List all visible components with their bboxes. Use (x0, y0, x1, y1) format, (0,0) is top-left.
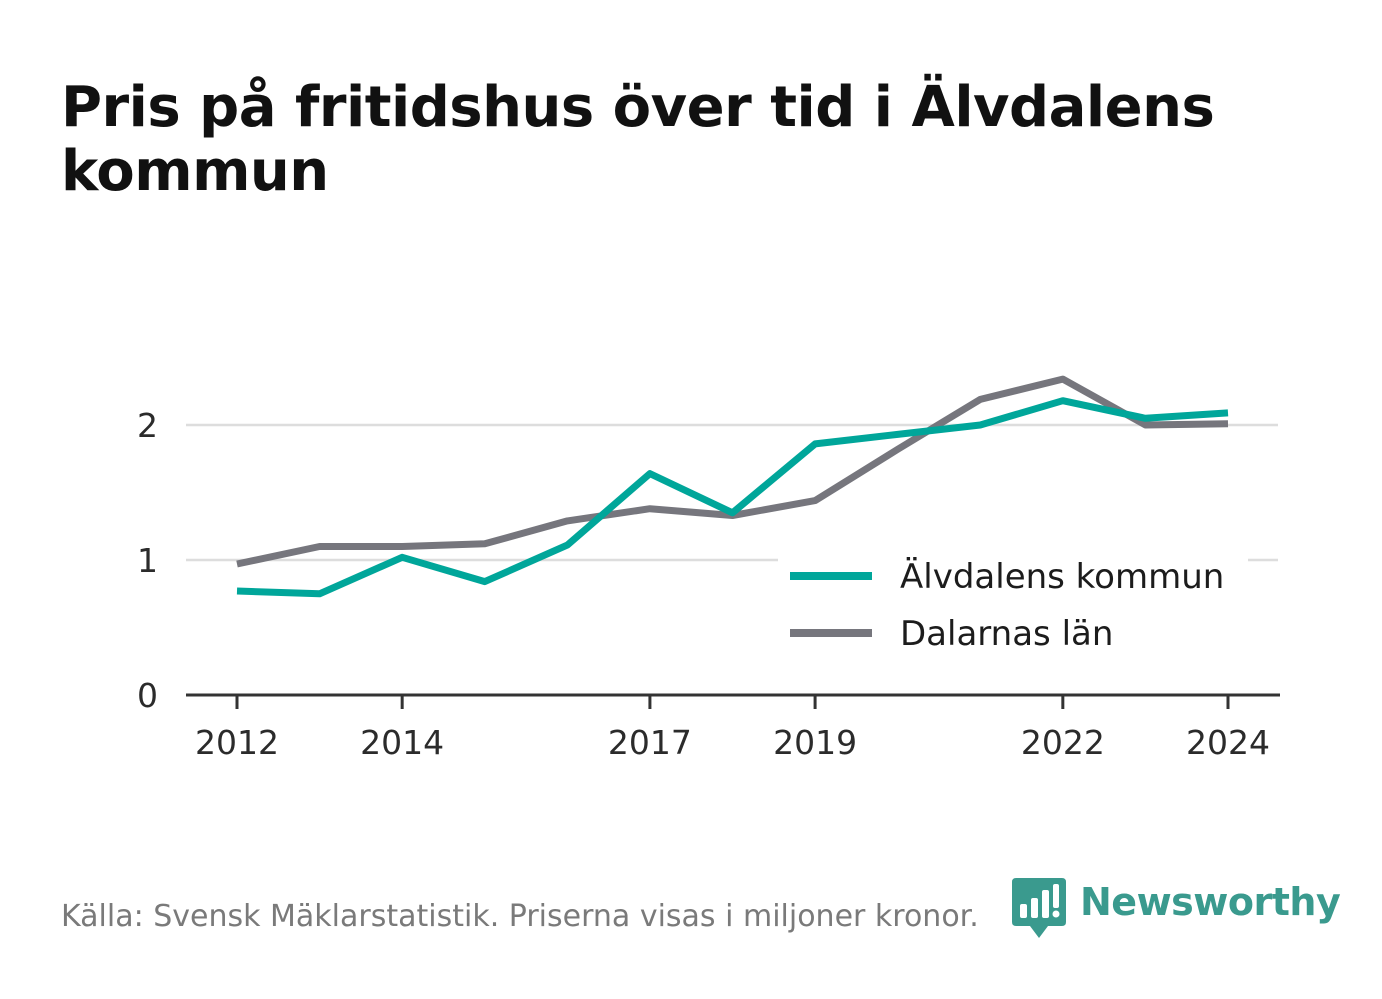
page-title: Pris på fritidshus över tid i Älvdalens … (61, 75, 1215, 204)
x-tick-label: 2022 (1021, 723, 1105, 762)
y-tick-label: 2 (137, 406, 158, 445)
x-tick-label: 2014 (360, 723, 444, 762)
y-tick-label: 1 (137, 541, 158, 580)
x-tick-label: 2024 (1186, 723, 1270, 762)
x-tick-label: 2019 (773, 723, 857, 762)
x-axis: 2012 2014 2017 2019 2022 2024 (186, 693, 1280, 762)
legend: Älvdalens kommun Dalarnas län (778, 545, 1248, 665)
series-lines (236, 375, 1229, 598)
x-tick-label: 2017 (608, 723, 692, 762)
grid-lines (186, 423, 1278, 562)
legend-background (778, 545, 1248, 665)
legend-label: Älvdalens kommun (900, 557, 1224, 597)
x-tick-label: 2012 (195, 723, 279, 762)
y-axis-tick-labels: 0 1 2 (137, 406, 158, 715)
series-line-0 (236, 397, 1229, 598)
legend-label: Dalarnas län (900, 614, 1113, 654)
source-note: Källa: Svensk Mäklarstatistik. Priserna … (61, 899, 979, 934)
brand-logo: Newsworthy (1012, 878, 1341, 940)
brand-name: Newsworthy (1080, 880, 1341, 924)
y-tick-label: 0 (137, 676, 158, 715)
newsworthy-logo-icon (1012, 878, 1066, 938)
